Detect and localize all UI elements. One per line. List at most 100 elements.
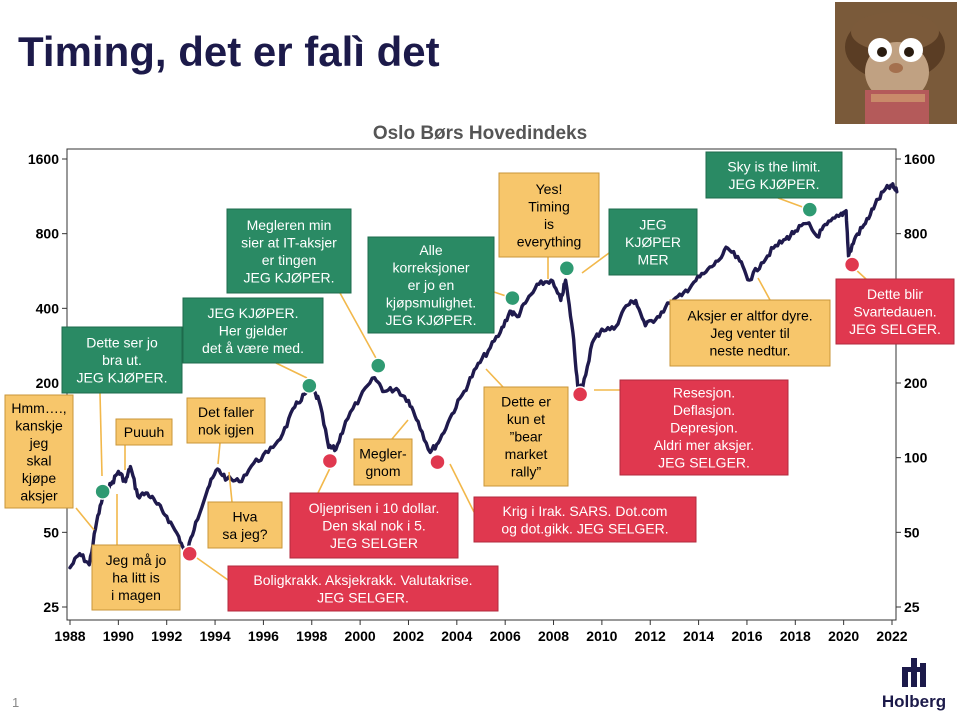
y-axis-left: 1600 800 400 200 50 25 (28, 151, 67, 615)
annotation-text: sier at IT-aksjer (241, 234, 337, 250)
annotation-text: Her gjelder (219, 323, 288, 339)
x-tick-label: 1998 (296, 628, 327, 642)
annotation-box (226, 208, 352, 294)
annotation-text: market (505, 446, 548, 462)
annotation-text: sa jeg? (222, 526, 267, 542)
annotation-box (835, 278, 955, 345)
annotation-pointer (449, 463, 475, 513)
annotation-text: Jeg må jo (106, 552, 167, 568)
annotation-text: rally” (511, 464, 542, 480)
annotation-text: Puuuh (124, 424, 164, 440)
x-tick-label: 1992 (151, 628, 182, 642)
y-tick-label-left: 25 (43, 599, 59, 615)
x-tick-label: 1988 (54, 628, 85, 642)
y-tick-label-right: 25 (904, 599, 920, 615)
annotation-box (182, 297, 324, 364)
annotation-box (367, 236, 495, 334)
annotation-box (91, 544, 181, 611)
annotation-text: Deflasjon. (673, 402, 735, 418)
annotation-text: det å være med. (202, 340, 304, 356)
sell-marker (429, 453, 446, 471)
y-tick-label-right: 800 (904, 226, 928, 242)
annotation-text: Aldri mer aksjer. (654, 437, 754, 453)
annotation-text: er jo en (408, 277, 455, 293)
annotation-text: nok igjen (198, 421, 254, 437)
x-tick-label: 2022 (876, 628, 907, 642)
annotation-text: JEG SELGER. (658, 455, 750, 471)
annotation-text: Krig i Irak. SARS. Dot.com (503, 503, 668, 519)
annotation-text: JEG KJØPER. (728, 176, 819, 192)
annotation-text: JEG SELGER. (317, 589, 409, 605)
annotation-text: Dette ser jo (86, 335, 158, 351)
annotation-box (608, 208, 698, 276)
annotation-text: JEG KJØPER. (76, 370, 167, 386)
annotation-pointer (391, 419, 409, 440)
annotation-text: korreksjoner (392, 260, 469, 276)
x-tick-label: 1994 (199, 628, 230, 642)
annotation-box (498, 172, 600, 258)
x-tick-label: 2006 (490, 628, 521, 642)
annotation-text: Megleren min (247, 217, 332, 233)
annotation-orange: Hva sa jeg? (207, 501, 283, 549)
annotation-text: jeg (29, 435, 49, 451)
x-tick-label: 1990 (103, 628, 134, 642)
annotation-pointer (275, 362, 308, 379)
annotation-box (227, 565, 499, 612)
annotation-text: Depresjon. (670, 420, 738, 436)
x-tick-label: 2016 (731, 628, 762, 642)
annotation-box (353, 438, 413, 486)
annotation-box (669, 299, 831, 367)
annotation-text: Yes! (536, 181, 563, 197)
x-tick-label: 2018 (780, 628, 811, 642)
annotation-box (186, 397, 266, 444)
annotation-pointer (757, 277, 771, 301)
annotation-text: Sky is the limit. (727, 158, 820, 174)
y-tick-label-left: 1600 (28, 151, 59, 167)
annotation-text: JEG SELGER. (849, 321, 941, 337)
y-tick-label-left: 400 (36, 300, 60, 316)
sell-marker (571, 386, 589, 403)
buy-marker (94, 483, 111, 500)
annotation-text: og dot.gikk. JEG SELGER. (501, 520, 668, 536)
annotation-pointer (196, 557, 229, 581)
annotation-text: Svartedauen. (853, 304, 936, 320)
annotation-text: JEG (639, 217, 666, 233)
annotation-pointer (485, 368, 504, 388)
annotation-text: Megler- (359, 445, 407, 461)
x-axis: 1988 1990 1992 1994 1996 1998 2000 2002 2004 2006… (54, 620, 908, 642)
x-tick-label: 2002 (393, 628, 424, 642)
y-tick-label-right: 100 (904, 450, 928, 466)
annotation-text: JEG KJØPER. (243, 269, 334, 285)
annotation-box (289, 492, 459, 559)
annotation-text: JEG KJØPER. (207, 305, 298, 321)
annotation-pointer (581, 252, 610, 274)
annotation-box (207, 501, 283, 549)
annotation-text: aksjer (20, 487, 58, 503)
annotation-text: JEG SELGER (330, 535, 418, 551)
annotation-text: Aksjer er altfor dyre. (687, 308, 812, 324)
annotation-red: Boligkrakk. Aksjekrakk. Valutakrise.JEG … (227, 565, 499, 612)
annotation-green: Sky is the limit. JEG KJØPER. (705, 151, 843, 199)
annotation-text: kun et (507, 411, 545, 427)
annotation-text: kanskje (15, 417, 63, 433)
annotation-text: is (544, 216, 554, 232)
annotation-text: everything (517, 233, 582, 249)
page-title: Timing, det er falì det (18, 28, 440, 75)
annotation-red: Dette blir Svartedauen.JEG SELGER. (835, 278, 955, 345)
annotation-text: skal (27, 452, 52, 468)
annotation-box (483, 386, 569, 487)
annotation-text: ”bear (510, 429, 543, 445)
annotation-text: JEG KJØPER. (385, 312, 476, 328)
buy-marker (504, 289, 521, 307)
annotation-text: Jeg venter til (710, 325, 789, 341)
annotation-pointer (99, 392, 103, 477)
